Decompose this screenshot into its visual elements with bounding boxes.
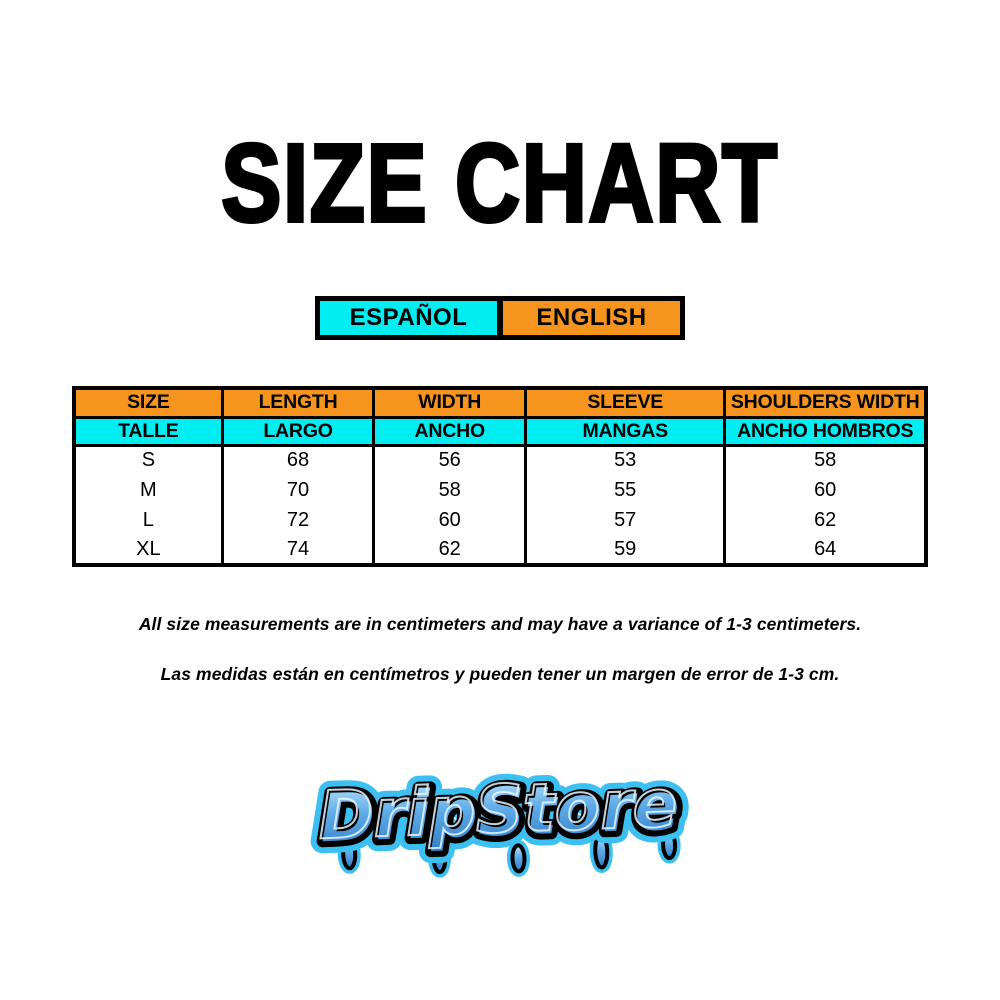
cell-width: 60	[372, 505, 526, 535]
cell-size: XL	[74, 535, 223, 565]
header-cell-width: WIDTH	[372, 388, 526, 419]
header-cell-sleeve: SLEEVE	[524, 388, 725, 419]
cell-shoulders: 64	[723, 535, 926, 565]
dripstore-logo-graphic: DripStore DripStore DripStore DripStore	[307, 756, 693, 878]
page-title: SIZE CHART	[220, 122, 779, 245]
cell-sleeve: 53	[524, 445, 725, 475]
dripstore-logo: DripStore DripStore DripStore DripStore	[270, 747, 730, 887]
table-row-l: L 72 60 57 62	[74, 505, 926, 535]
cell-shoulders: 60	[723, 475, 926, 505]
header-cell-length: LENGTH	[220, 388, 374, 419]
cell-sleeve: 55	[524, 475, 725, 505]
language-toggle: ESPAÑOL ENGLISH	[315, 296, 685, 340]
cell-sleeve: 59	[524, 535, 725, 565]
header-cell-talle: TALLE	[74, 417, 223, 447]
note-english: All size measurements are in centimeters…	[138, 614, 862, 634]
header-row-english: SIZE LENGTH WIDTH SLEEVE SHOULDERS WIDTH	[74, 388, 926, 419]
drip-decoration	[337, 826, 681, 878]
header-row-spanish: TALLE LARGO ANCHO MANGAS ANCHO HOMBROS	[74, 417, 926, 447]
cell-length: 70	[220, 475, 374, 505]
cell-width: 56	[372, 445, 526, 475]
header-cell-ancho: ANCHO	[372, 417, 526, 447]
logo-text-shine: DripStore	[317, 765, 678, 854]
cell-size: L	[74, 505, 223, 535]
cell-size: M	[74, 475, 223, 505]
header-cell-ancho-hombros: ANCHO HOMBROS	[723, 417, 926, 447]
cell-shoulders: 58	[723, 445, 926, 475]
note-spanish: Las medidas están en centímetros y puede…	[160, 664, 840, 684]
table-row-m: M 70 58 55 60	[74, 475, 926, 505]
tab-espanol[interactable]: ESPAÑOL	[320, 301, 497, 335]
tab-english[interactable]: ENGLISH	[503, 301, 680, 335]
table-row-s: S 68 56 53 58	[74, 445, 926, 475]
logo-text-outline: DripStore	[319, 768, 680, 857]
cell-length: 72	[220, 505, 374, 535]
cell-width: 58	[372, 475, 526, 505]
cell-width: 62	[372, 535, 526, 565]
title-wrap: SIZE CHART	[160, 127, 840, 241]
cell-shoulders: 62	[723, 505, 926, 535]
cell-length: 74	[220, 535, 374, 565]
table-row-xl: XL 74 62 59 64	[74, 535, 926, 565]
cell-sleeve: 57	[524, 505, 725, 535]
header-cell-shoulders: SHOULDERS WIDTH	[723, 388, 926, 419]
cell-length: 68	[220, 445, 374, 475]
size-table: SIZE LENGTH WIDTH SLEEVE SHOULDERS WIDTH…	[72, 386, 928, 567]
logo-text: DripStore	[319, 768, 680, 857]
cell-size: S	[74, 445, 223, 475]
header-cell-mangas: MANGAS	[524, 417, 725, 447]
header-cell-size: SIZE	[74, 388, 223, 419]
header-cell-largo: LARGO	[220, 417, 374, 447]
